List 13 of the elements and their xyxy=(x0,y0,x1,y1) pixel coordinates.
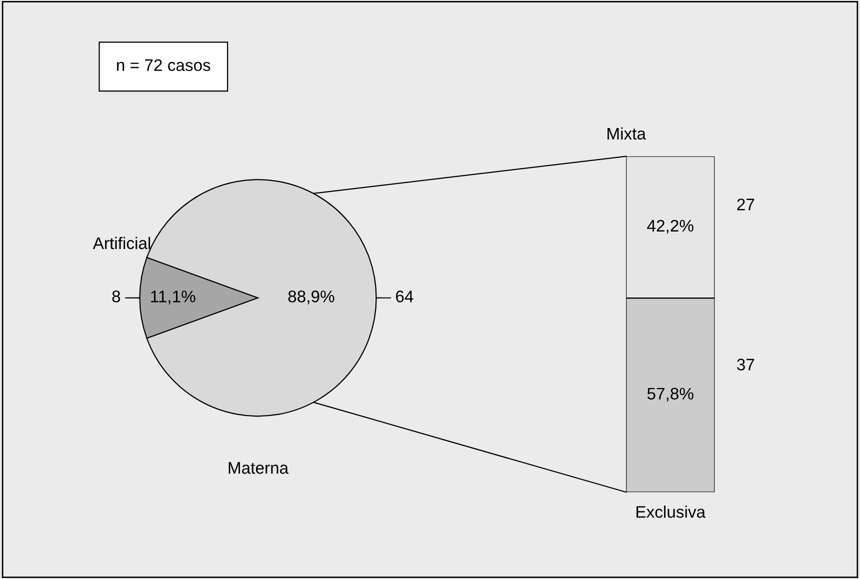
slice-label: Artificial xyxy=(92,236,150,250)
series-label: Mixta xyxy=(608,127,646,140)
data-label: 57,8% xyxy=(647,388,694,402)
data-label: 11,1% xyxy=(151,290,196,304)
series-label: Exclusiva xyxy=(636,506,706,518)
data-label: 88,9% xyxy=(288,290,334,304)
text: 64 xyxy=(396,290,414,302)
text: 8 xyxy=(112,290,120,302)
slice-label: Materna xyxy=(228,462,289,474)
text: n = 72 casos xyxy=(117,59,210,72)
data-label: 42,2% xyxy=(647,220,694,234)
text: 27 xyxy=(737,198,754,210)
text: 37 xyxy=(737,358,754,370)
